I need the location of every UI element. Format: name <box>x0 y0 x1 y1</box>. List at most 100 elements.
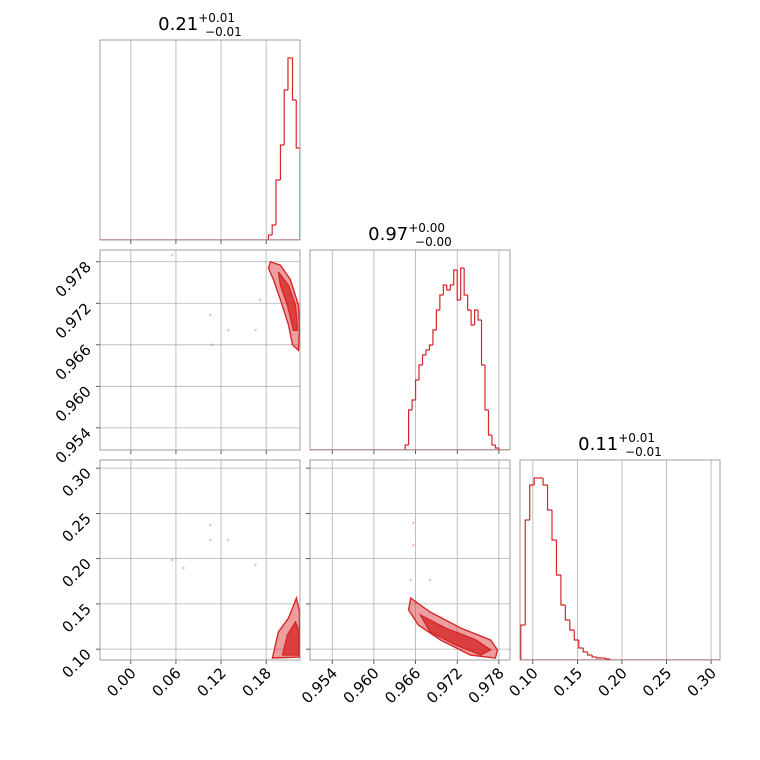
hist-step <box>573 630 579 641</box>
hist-step <box>560 575 566 606</box>
plot-area <box>100 57 300 240</box>
x-tick-label: 0.12 <box>194 664 230 700</box>
plot-area <box>407 521 499 659</box>
sample-point <box>210 343 214 347</box>
contour <box>277 271 299 331</box>
sample-point <box>258 298 262 302</box>
hist-step <box>414 379 420 400</box>
x-tick-label: 0.06 <box>148 664 184 700</box>
hist-step <box>442 284 447 295</box>
sample-point <box>170 558 174 562</box>
hist-step <box>291 58 297 101</box>
sample-point <box>208 313 212 317</box>
hist-step <box>569 620 575 631</box>
sample-point <box>181 566 185 570</box>
plot-area <box>520 477 720 660</box>
x-tick-label: 0.20 <box>594 664 630 700</box>
title-lower: −0.00 <box>415 235 452 249</box>
hist-step <box>582 648 588 653</box>
x-tick-label: 0.954 <box>298 664 341 707</box>
hist-step <box>418 364 423 380</box>
hist-step <box>456 270 461 301</box>
y-tick-label: 0.20 <box>58 555 94 591</box>
y-tick-label: 0.960 <box>52 382 95 425</box>
hist-step <box>275 179 281 225</box>
x-tick-label: 0.966 <box>381 664 424 707</box>
x-tick-label: 0.30 <box>684 664 720 700</box>
title-value: 0.97 <box>368 224 408 245</box>
hist-step <box>411 399 416 410</box>
x-tick-label: 0.960 <box>340 664 383 707</box>
hist-step <box>421 354 426 365</box>
panel: 0.21+0.01 −0.01 <box>99 11 301 244</box>
x-tick-label: 0.18 <box>239 664 275 700</box>
title-upper: +0.01 <box>618 431 655 445</box>
x-tick-label: 0.972 <box>423 664 466 707</box>
y-tick-label: 0.25 <box>58 509 94 545</box>
hist-step <box>446 285 451 291</box>
hist-step <box>425 349 430 355</box>
panel-title: 0.21+0.01 −0.01 <box>158 11 242 39</box>
sample-point <box>254 328 257 332</box>
contour <box>418 613 492 656</box>
sample-point <box>226 538 230 542</box>
hist-step <box>460 267 465 300</box>
hist-step <box>477 310 482 321</box>
hist-step <box>542 478 548 486</box>
hist-step <box>524 519 530 625</box>
x-tick-label: 0.10 <box>505 664 541 700</box>
plot-area <box>170 253 300 352</box>
sample-point <box>254 563 257 567</box>
y-tick-label: 0.978 <box>52 258 95 301</box>
title-lower: −0.01 <box>625 445 662 459</box>
panel-frame <box>519 459 721 661</box>
title-value: 0.11 <box>578 434 618 455</box>
panel: 0.97+0.00 −0.00 <box>309 221 511 454</box>
y-tick-label: 0.966 <box>52 341 95 384</box>
hist-step <box>279 144 285 180</box>
panel-frame <box>309 459 511 661</box>
x-tick-label: 0.00 <box>103 664 139 700</box>
panel-frame <box>99 459 301 661</box>
hist-step <box>449 284 454 290</box>
hist-step <box>551 510 557 541</box>
x-tick-label: 0.978 <box>465 664 508 707</box>
hist-step <box>404 444 409 450</box>
plot-area <box>310 267 510 450</box>
y-tick-label: 0.15 <box>58 600 94 636</box>
panel-title: 0.11+0.01 −0.01 <box>578 431 662 459</box>
panel-frame <box>99 39 301 241</box>
hist-step <box>546 485 552 511</box>
hist-step <box>267 234 273 240</box>
hist-step <box>604 658 610 660</box>
hist-step <box>470 310 475 326</box>
sample-point <box>170 253 174 257</box>
contour <box>281 620 300 656</box>
hist-step <box>578 640 584 649</box>
hist-step <box>453 269 458 285</box>
sample-point <box>208 523 212 527</box>
hist-step <box>533 477 539 485</box>
hist-step <box>432 329 437 345</box>
hist-step <box>587 652 593 656</box>
hist-step <box>287 57 293 90</box>
sample-point <box>412 543 415 547</box>
hist-step <box>591 655 597 658</box>
panel: 0.00 0.06 0.12 0.18 0.10 0.15 0.20 0.25 0.30 <box>58 459 301 700</box>
hist-step <box>271 224 276 235</box>
y-tick-label: 0.10 <box>58 645 94 681</box>
hist-step <box>494 445 499 449</box>
title-upper: +0.00 <box>408 221 445 235</box>
hist-step <box>428 344 433 350</box>
hist-step <box>555 540 561 576</box>
hist-step <box>480 320 485 366</box>
title-lower: −0.01 <box>205 25 242 39</box>
panel-frame <box>99 249 301 451</box>
title-upper: +0.01 <box>198 11 235 25</box>
panel: 0.10 0.15 0.20 0.25 0.30 0.11+0.01 −0.01 <box>505 431 721 700</box>
sample-point <box>409 578 413 582</box>
hist-step <box>529 484 535 520</box>
hist-step <box>439 294 444 310</box>
sample-point <box>412 521 415 525</box>
